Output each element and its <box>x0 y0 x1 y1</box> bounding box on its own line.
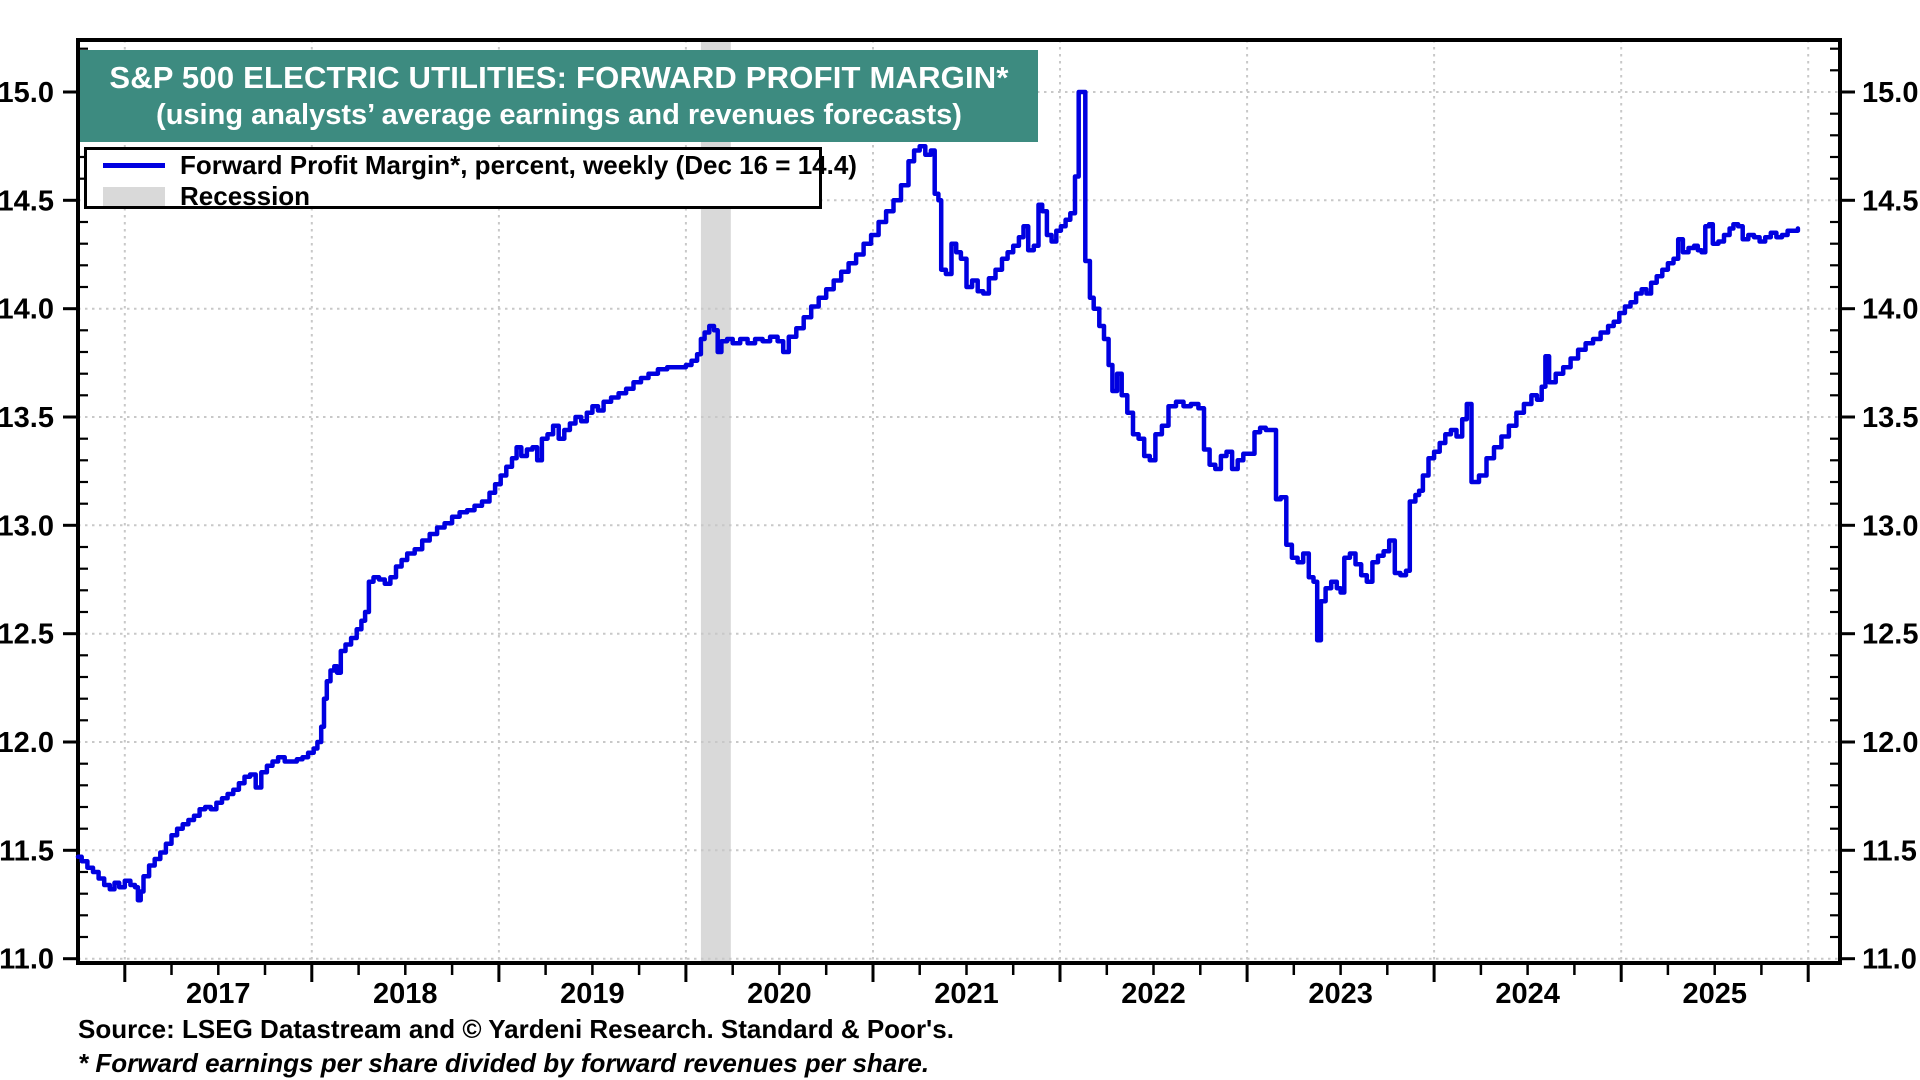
svg-text:2018: 2018 <box>373 978 438 1010</box>
y-axis-tick-labels: 11.0 11.0 11.5 11.5 12.0 12.0 12.5 12.5 13.0 13.0… <box>0 77 1918 976</box>
svg-text:14.0: 14.0 <box>1862 294 1918 326</box>
svg-text:2022: 2022 <box>1121 978 1186 1010</box>
x-axis-year-labels: 2017 2018 2019 2020 2021 2022 2023 2024 2025 <box>186 978 1747 1010</box>
svg-text:13.0: 13.0 <box>1862 510 1918 542</box>
legend-label: Forward Profit Margin*, percent, weekly … <box>180 150 857 180</box>
svg-text:12.0: 12.0 <box>0 727 54 759</box>
svg-text:11.0: 11.0 <box>0 944 54 976</box>
svg-text:12.5: 12.5 <box>1862 619 1918 651</box>
chart-title-banner: S&P 500 ELECTRIC UTILITIES: FORWARD PROF… <box>80 50 1038 142</box>
legend-item-forward-profit-margin: Forward Profit Margin*, percent, weekly … <box>103 150 857 181</box>
legend-recession-swatch <box>103 187 165 206</box>
svg-text:12.5: 12.5 <box>0 619 54 651</box>
legend-item-recession: Recession <box>103 181 819 212</box>
svg-text:14.5: 14.5 <box>1862 185 1918 217</box>
svg-text:14.5: 14.5 <box>0 185 54 217</box>
footnote: * Forward earnings per share divided by … <box>78 1048 930 1078</box>
svg-text:13.0: 13.0 <box>0 510 54 542</box>
svg-text:2019: 2019 <box>560 978 625 1010</box>
legend-line-swatch <box>103 163 165 168</box>
svg-text:13.5: 13.5 <box>1862 402 1918 434</box>
svg-text:11.5: 11.5 <box>0 835 54 867</box>
plot-frame <box>76 38 1842 965</box>
svg-text:2017: 2017 <box>186 978 251 1010</box>
svg-text:2025: 2025 <box>1682 978 1747 1010</box>
svg-text:15.0: 15.0 <box>0 77 54 109</box>
svg-text:2023: 2023 <box>1308 978 1373 1010</box>
source-attribution: Source: LSEG Datastream and © Yardeni Re… <box>78 1014 954 1044</box>
svg-text:11.5: 11.5 <box>1862 835 1917 867</box>
svg-text:13.5: 13.5 <box>0 402 54 434</box>
chart-subtitle: (using analysts’ average earnings and re… <box>156 99 962 132</box>
svg-text:12.0: 12.0 <box>1862 727 1918 759</box>
svg-text:15.0: 15.0 <box>1862 77 1918 109</box>
svg-text:2020: 2020 <box>747 978 812 1010</box>
svg-text:2024: 2024 <box>1495 978 1560 1010</box>
legend-label: Recession <box>180 181 311 211</box>
svg-text:14.0: 14.0 <box>0 294 54 326</box>
chart-legend: Forward Profit Margin*, percent, weekly … <box>84 147 857 212</box>
svg-text:2021: 2021 <box>934 978 999 1010</box>
svg-text:11.0: 11.0 <box>1862 944 1917 976</box>
forward-profit-margin-line <box>75 89 1801 903</box>
chart-title: S&P 500 ELECTRIC UTILITIES: FORWARD PROF… <box>109 59 1009 95</box>
